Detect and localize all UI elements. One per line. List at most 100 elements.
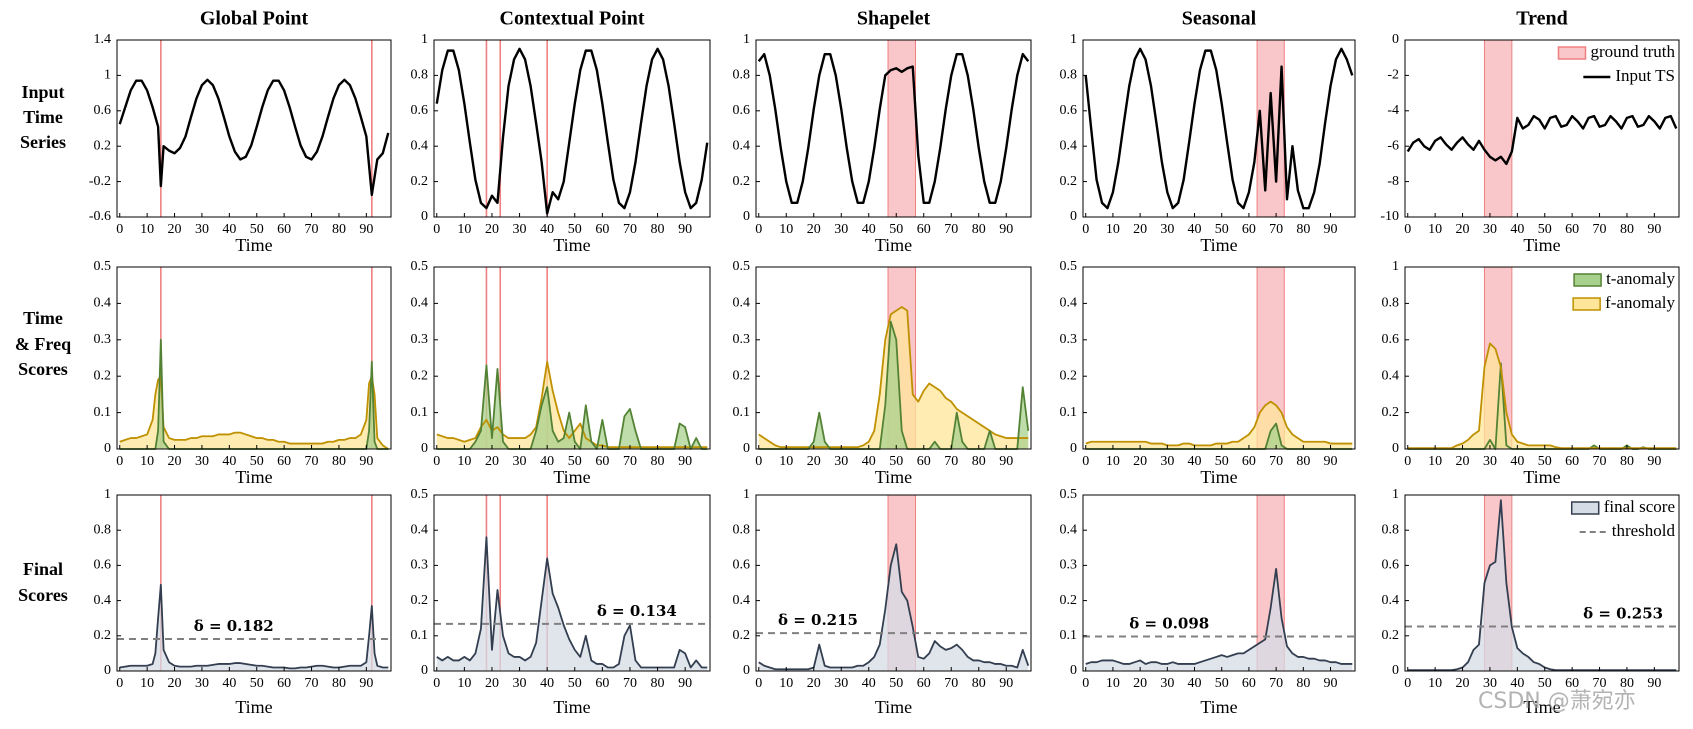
x-tick-label: 40 xyxy=(540,676,554,691)
y-tick-label: 0 xyxy=(743,441,750,456)
x-axis-title: Time xyxy=(1523,467,1560,487)
x-tick-label: 60 xyxy=(595,676,609,691)
y-tick-label: 0.3 xyxy=(733,332,751,347)
y-tick-label: 0.2 xyxy=(1060,593,1078,608)
y-tick-label: 0.3 xyxy=(1060,558,1078,573)
legend-label: Input TS xyxy=(1615,66,1675,85)
x-axis-title: Time xyxy=(235,697,272,717)
row-label: & Freq xyxy=(15,334,71,354)
legend-label: final score xyxy=(1604,497,1675,516)
watermark: CSDN @萧宛亦 xyxy=(1478,689,1636,714)
x-tick-label: 50 xyxy=(1215,676,1229,691)
y-tick-label: 0.2 xyxy=(733,368,751,383)
y-tick-label: 0.6 xyxy=(94,103,112,118)
plot-frame xyxy=(1404,39,1680,218)
x-tick-label: 40 xyxy=(1510,222,1524,237)
y-tick-label: -0.2 xyxy=(89,174,111,189)
y-tick-label: 0.6 xyxy=(1382,558,1400,573)
line xyxy=(757,52,1030,205)
plot-frame xyxy=(1082,266,1356,450)
y-tick-label: 0.2 xyxy=(1382,405,1400,420)
area xyxy=(758,544,1029,671)
y-tick-label: 1 xyxy=(1392,487,1399,502)
y-tick-label: 0 xyxy=(743,209,750,224)
y-tick-label: 0.6 xyxy=(733,558,751,573)
x-tick-label: 50 xyxy=(1215,454,1229,469)
x-tick-label: 50 xyxy=(1538,222,1552,237)
x-tick-label: 70 xyxy=(1269,676,1283,691)
y-tick-label: 0.1 xyxy=(1060,628,1078,643)
x-tick-label: 30 xyxy=(834,676,848,691)
plot-frame xyxy=(433,494,711,672)
x-tick-label: 80 xyxy=(651,454,665,469)
y-tick-label: 0.2 xyxy=(1060,368,1078,383)
x-tick-label: 60 xyxy=(917,454,931,469)
x-tick-label: 10 xyxy=(140,454,154,469)
y-tick-label: 0.8 xyxy=(1060,68,1078,83)
x-tick-label: 80 xyxy=(1620,676,1634,691)
x-tick-label: 20 xyxy=(1456,676,1470,691)
x-tick-label: 30 xyxy=(1160,222,1174,237)
x-tick-label: 30 xyxy=(1483,454,1497,469)
y-tick-label: 0.8 xyxy=(733,522,751,537)
y-tick-label: 0 xyxy=(421,663,428,678)
line xyxy=(436,536,708,669)
x-tick-label: 20 xyxy=(1133,454,1147,469)
x-tick-label: 90 xyxy=(1647,676,1661,691)
x-tick-label: 20 xyxy=(807,454,821,469)
threshold-label: δ = 0.182 xyxy=(194,617,274,635)
x-tick-label: 80 xyxy=(972,676,986,691)
legend-label: threshold xyxy=(1612,521,1676,540)
x-tick-label: 80 xyxy=(1620,222,1634,237)
line xyxy=(1407,362,1677,450)
x-axis-title: Time xyxy=(875,697,912,717)
x-axis-title: Time xyxy=(1200,235,1237,255)
x-tick-label: 80 xyxy=(332,222,346,237)
x-axis-title: Time xyxy=(553,467,590,487)
threshold-label: δ = 0.134 xyxy=(597,602,677,620)
x-tick-label: 60 xyxy=(1565,454,1579,469)
x-tick-label: 10 xyxy=(457,676,471,691)
y-tick-label: 0.3 xyxy=(411,332,429,347)
x-tick-label: 50 xyxy=(889,222,903,237)
x-tick-label: 70 xyxy=(944,454,958,469)
x-tick-label: 40 xyxy=(1510,676,1524,691)
x-tick-label: 60 xyxy=(917,222,931,237)
x-tick-label: 80 xyxy=(332,454,346,469)
y-tick-label: 0.4 xyxy=(1060,522,1078,537)
y-tick-label: 0.4 xyxy=(94,296,112,311)
row-label: Scores xyxy=(18,359,68,379)
x-tick-label: 0 xyxy=(433,454,440,469)
x-tick-label: 60 xyxy=(595,454,609,469)
x-tick-label: 90 xyxy=(1324,222,1338,237)
plot-frame xyxy=(755,266,1032,450)
y-tick-label: 0.2 xyxy=(411,368,429,383)
y-tick-label: 0.5 xyxy=(411,259,429,274)
x-tick-label: 0 xyxy=(116,222,123,237)
x-tick-label: 90 xyxy=(359,454,373,469)
line xyxy=(1085,568,1353,665)
y-tick-label: -0.6 xyxy=(89,209,111,224)
y-tick-label: 0.6 xyxy=(1382,332,1400,347)
x-tick-label: 80 xyxy=(651,676,665,691)
x-tick-label: 30 xyxy=(195,676,209,691)
y-tick-label: 0.4 xyxy=(733,296,751,311)
y-tick-label: 0.5 xyxy=(1060,259,1078,274)
x-tick-label: 50 xyxy=(889,454,903,469)
x-tick-label: 0 xyxy=(755,454,762,469)
x-tick-label: 80 xyxy=(651,222,665,237)
x-tick-label: 70 xyxy=(305,222,319,237)
x-tick-label: 90 xyxy=(1647,454,1661,469)
x-tick-label: 60 xyxy=(277,222,291,237)
x-tick-label: 10 xyxy=(140,222,154,237)
y-tick-label: 0.6 xyxy=(733,103,751,118)
x-tick-label: 90 xyxy=(999,222,1013,237)
line xyxy=(1085,400,1353,447)
y-tick-label: 0.4 xyxy=(411,522,429,537)
x-tick-label: 40 xyxy=(1188,676,1202,691)
y-tick-label: 0.8 xyxy=(1382,522,1400,537)
row-label: Input xyxy=(21,82,64,102)
chart-title: Trend xyxy=(1516,8,1568,30)
y-tick-label: 0.3 xyxy=(1060,332,1078,347)
x-tick-label: 80 xyxy=(1296,676,1310,691)
